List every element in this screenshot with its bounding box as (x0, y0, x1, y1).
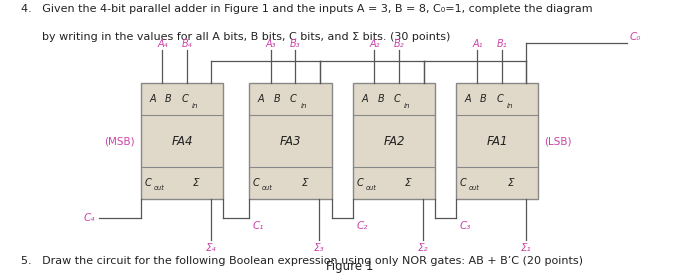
Text: Figure 1: Figure 1 (326, 260, 374, 273)
Text: C: C (459, 178, 466, 188)
Text: C: C (356, 178, 363, 188)
Text: FA3: FA3 (280, 135, 301, 148)
Text: Σ₄: Σ₄ (205, 243, 216, 253)
Text: C: C (393, 95, 400, 104)
Text: A: A (361, 95, 368, 104)
Text: A: A (258, 95, 264, 104)
Text: B₁: B₁ (496, 39, 507, 49)
Text: (MSB): (MSB) (104, 136, 135, 146)
Text: B: B (274, 95, 281, 104)
Text: in: in (192, 103, 198, 108)
Text: Σ₃: Σ₃ (314, 243, 325, 253)
Text: B₂: B₂ (393, 39, 405, 49)
Text: in: in (404, 103, 410, 108)
Text: C₁: C₁ (253, 221, 264, 231)
Text: A₁: A₁ (472, 39, 483, 49)
Text: C: C (496, 95, 503, 104)
Text: B: B (377, 95, 384, 104)
Text: Σ: Σ (508, 178, 514, 188)
Text: (LSB): (LSB) (544, 136, 571, 146)
Text: out: out (153, 185, 164, 191)
Text: Σ₁: Σ₁ (520, 243, 531, 253)
Text: C: C (144, 178, 151, 188)
Text: out: out (468, 185, 480, 191)
Text: B: B (480, 95, 487, 104)
Text: Σ: Σ (301, 178, 308, 188)
Text: A₃: A₃ (265, 39, 276, 49)
Bar (456, 83, 538, 199)
Text: in: in (507, 103, 513, 108)
Text: A₄: A₄ (157, 39, 168, 49)
Bar (353, 83, 435, 199)
Text: FA4: FA4 (172, 135, 193, 148)
Text: 5.   Draw the circuit for the following Boolean expression using only NOR gates:: 5. Draw the circuit for the following Bo… (21, 256, 583, 266)
Text: in: in (300, 103, 307, 108)
Text: B: B (165, 95, 172, 104)
Text: C: C (181, 95, 188, 104)
Text: C₄: C₄ (84, 213, 95, 223)
Bar (141, 83, 223, 199)
Text: C₀: C₀ (630, 32, 641, 42)
Text: by writing in the values for all A bits, B bits, C bits, and Σ bits. (30 points): by writing in the values for all A bits,… (21, 32, 450, 42)
Text: FA1: FA1 (486, 135, 507, 148)
Text: C₃: C₃ (459, 221, 470, 231)
Text: C₂: C₂ (356, 221, 368, 231)
Text: out: out (365, 185, 377, 191)
Text: Σ: Σ (405, 178, 412, 188)
Text: C: C (290, 95, 297, 104)
Text: A: A (464, 95, 470, 104)
Text: 4.   Given the 4-bit parallel adder in Figure 1 and the inputs A = 3, B = 8, C₀=: 4. Given the 4-bit parallel adder in Fig… (21, 4, 593, 14)
Text: C: C (253, 178, 260, 188)
Text: B₃: B₃ (290, 39, 301, 49)
Text: B₄: B₄ (181, 39, 193, 49)
Text: A: A (149, 95, 155, 104)
Text: FA2: FA2 (384, 135, 405, 148)
Text: A₂: A₂ (370, 39, 379, 49)
Text: Σ: Σ (193, 178, 200, 188)
Bar (249, 83, 332, 199)
Text: Σ₂: Σ₂ (417, 243, 428, 253)
Text: out: out (262, 185, 273, 191)
